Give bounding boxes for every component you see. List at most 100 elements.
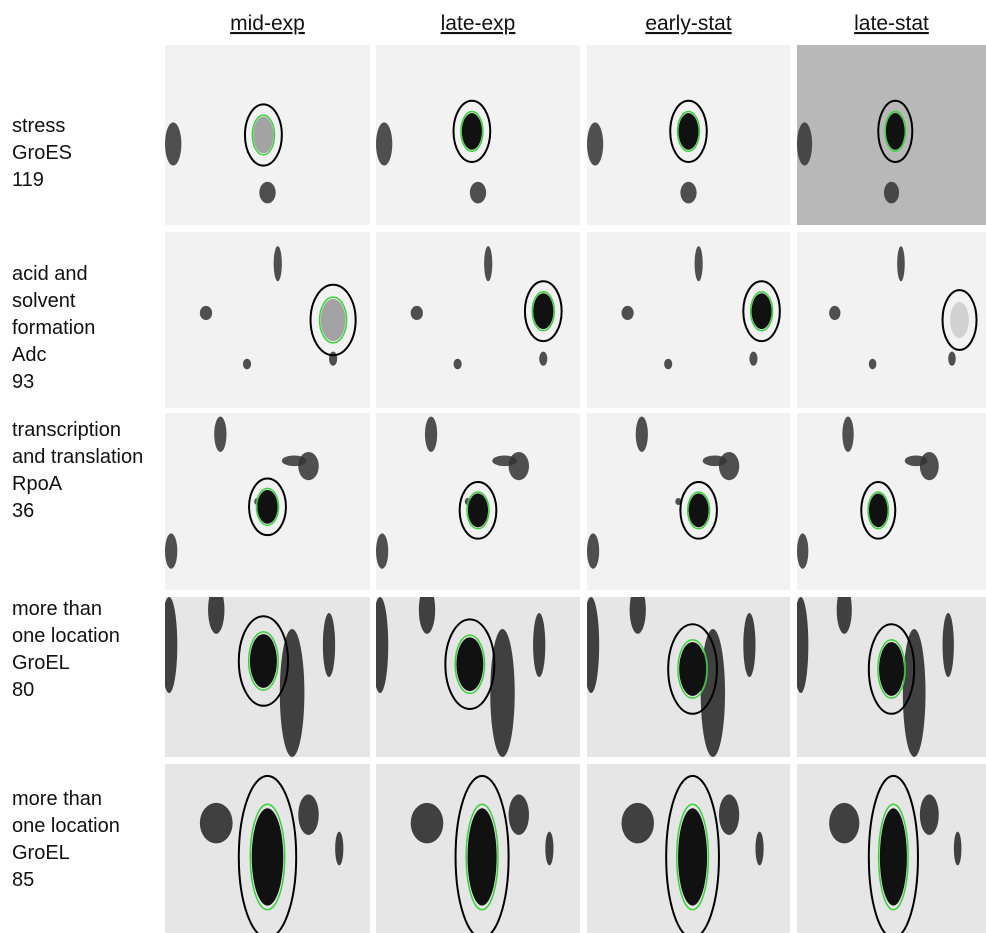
- row-label: GroEL: [12, 652, 70, 674]
- gel-panel: [587, 764, 790, 933]
- target-spot: [879, 642, 904, 696]
- column-header: mid-exp: [230, 12, 305, 35]
- row-label: Adc: [12, 344, 46, 366]
- gel-spot: [719, 794, 739, 835]
- gel-spot: [545, 832, 553, 866]
- gel-spot: [587, 122, 603, 165]
- row-label: RpoA: [12, 473, 63, 495]
- gel-spot: [165, 122, 181, 165]
- gel-spot: [695, 246, 703, 281]
- row-label: solvent: [12, 290, 76, 312]
- gel-panel: [797, 764, 986, 933]
- gel-spot: [419, 586, 435, 634]
- gel-spot: [280, 629, 305, 757]
- gel-spot: [797, 122, 812, 165]
- gel-spot: [200, 306, 212, 320]
- gel-spot: [943, 613, 954, 677]
- gel-spot: [335, 832, 343, 866]
- target-spot: [456, 637, 483, 691]
- gel-panel: [376, 764, 580, 933]
- gel-spot: [165, 533, 177, 568]
- row-label: acid and: [12, 263, 88, 285]
- row-label: 93: [12, 371, 34, 393]
- gel-panel: [376, 413, 580, 590]
- gel-spot: [622, 803, 654, 844]
- target-spot: [467, 808, 496, 905]
- gel-spot: [622, 306, 634, 320]
- gel-spot: [492, 455, 516, 466]
- gel-spot: [533, 613, 545, 677]
- gel-spot: [583, 597, 599, 693]
- row-label: more than: [12, 788, 102, 810]
- target-spot: [252, 808, 284, 905]
- gel-spot: [274, 246, 282, 281]
- gel-spot: [829, 306, 840, 320]
- target-spot: [869, 493, 888, 527]
- row-label: more than: [12, 598, 102, 620]
- target-spot: [950, 302, 969, 338]
- row-label: one location: [12, 815, 120, 837]
- gel-spot: [376, 122, 392, 165]
- gel-spot: [664, 359, 672, 370]
- target-spot: [533, 293, 553, 329]
- gel-spot: [329, 352, 337, 366]
- column-header: early-stat: [645, 12, 732, 35]
- target-spot: [257, 490, 277, 524]
- gel-spot: [200, 803, 233, 844]
- gel-spot: [793, 597, 808, 693]
- column-header: late-exp: [441, 12, 516, 35]
- row-label: 119: [12, 169, 44, 191]
- row-label: and translation: [12, 446, 143, 468]
- target-spot: [689, 493, 709, 527]
- row-label: 36: [12, 500, 34, 522]
- gel-spot: [372, 597, 388, 693]
- gel-spot: [484, 246, 492, 281]
- row-label: GroES: [12, 142, 72, 164]
- gel-background: [797, 413, 986, 590]
- gel-panel: [165, 764, 370, 933]
- gel-spot: [897, 246, 905, 281]
- page: {"columns": ["mid-exp", "late-exp", "ear…: [0, 0, 986, 933]
- gel-spot: [454, 359, 462, 370]
- target-spot: [253, 117, 273, 154]
- target-spot: [880, 808, 907, 905]
- gel-panel: [587, 45, 790, 225]
- gel-spot: [680, 182, 696, 204]
- gel-panel: [587, 413, 790, 590]
- gel-panel: [161, 586, 370, 757]
- gel-spot: [719, 452, 739, 480]
- target-spot: [250, 634, 277, 688]
- row-label: GroEL: [12, 842, 70, 864]
- target-spot: [468, 493, 488, 527]
- gel-spot: [243, 359, 251, 370]
- target-spot: [462, 113, 482, 150]
- gel-spot: [509, 452, 529, 480]
- gel-spot: [323, 613, 335, 677]
- gel-panel: [376, 45, 580, 225]
- gel-panel: [165, 413, 370, 590]
- target-spot: [678, 113, 698, 150]
- gel-spot: [749, 352, 757, 366]
- row-label: 80: [12, 679, 34, 701]
- target-spot: [321, 299, 346, 341]
- gel-spot: [903, 629, 926, 757]
- gel-spot: [539, 352, 547, 366]
- gel-panel: [587, 232, 790, 408]
- gel-spot: [161, 597, 177, 693]
- gel-spot: [884, 182, 899, 204]
- gel-spot: [425, 417, 437, 452]
- gel-spot: [509, 794, 529, 835]
- target-spot: [752, 293, 772, 329]
- gel-spot: [755, 832, 763, 866]
- gel-panel: [376, 232, 580, 408]
- gel-panel: [165, 232, 370, 408]
- figure: mid-explate-expearly-statlate-statstress…: [0, 0, 986, 933]
- gel-panel: [797, 232, 986, 408]
- gel-spot: [954, 832, 962, 866]
- gel-spot: [208, 586, 224, 634]
- gel-spot: [470, 182, 486, 204]
- target-spot: [679, 642, 706, 696]
- gel-spot: [282, 455, 307, 466]
- gel-spot: [743, 613, 755, 677]
- gel-panel: [165, 45, 370, 225]
